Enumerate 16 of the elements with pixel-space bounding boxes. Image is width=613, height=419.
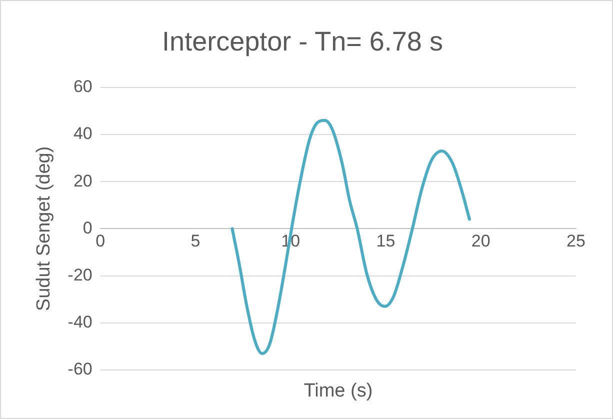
x-tick-label: 15	[376, 232, 396, 251]
y-tick-label: -60	[68, 360, 92, 379]
line-series	[230, 118, 471, 356]
y-tick-label: 0	[82, 218, 92, 238]
y-tick-label: 40	[73, 124, 92, 144]
x-tick-label: 20	[471, 232, 490, 251]
x-tick-label: 25	[566, 232, 586, 251]
y-axis-title: Sudut Senget (deg)	[34, 146, 55, 312]
x-tick-label: 0	[96, 232, 106, 251]
chart-title: Interceptor - Tn= 6.78 s	[162, 26, 443, 57]
x-tick-label: 5	[190, 232, 200, 251]
y-tick-label: 60	[73, 77, 92, 96]
y-tick-label: -40	[68, 312, 92, 332]
y-tick-label: 20	[73, 171, 92, 190]
x-axis-title: Time (s)	[304, 380, 373, 402]
y-tick-label: -20	[68, 265, 92, 284]
